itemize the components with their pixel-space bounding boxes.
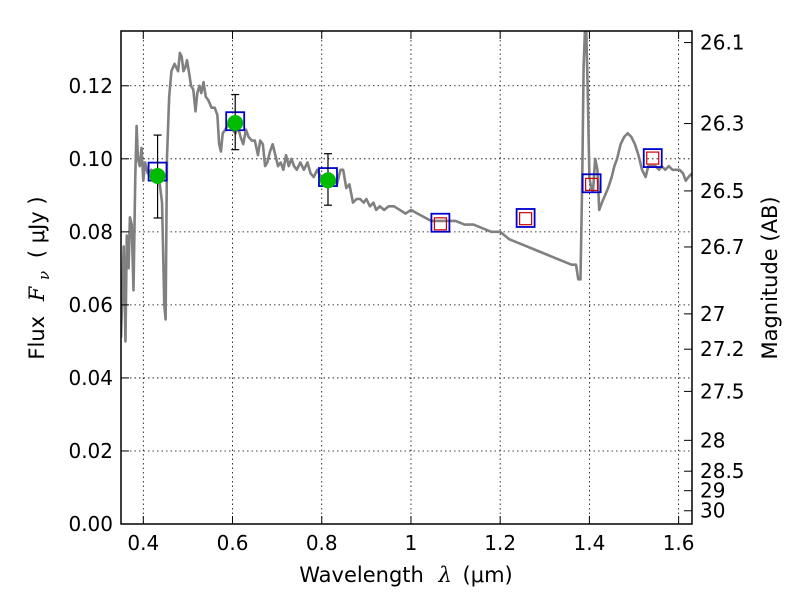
x-tick-label: 1.2 [484,531,516,555]
y-tick-label: 0.02 [68,439,113,463]
y2-tick-label: 26.5 [700,179,745,203]
y-tick-label: 0.04 [68,366,113,390]
model-photometry-box [515,208,536,228]
y2-tick-label: 28.5 [700,459,745,483]
model-photometry-box [581,173,602,194]
series-layer [121,31,692,343]
y2-tick-label: 27.2 [700,337,745,361]
y-tick-label: 0.06 [68,293,113,317]
y-tick-label: 0.00 [68,512,113,536]
y2-tick-label: 30 [700,499,725,523]
observed-point [319,172,336,189]
grid-lines [121,31,692,525]
x-tick-label: 1.4 [573,531,605,555]
model-photometry-box [430,212,451,233]
x-axis-label-prefix: Wavelength [299,563,424,587]
observed-point [149,167,166,184]
y-axis-label-unit: ( μJy ) [25,196,49,258]
ticks-layer: 0.4 0.6 0.8 1 1.2 1.4 1.6 0.00 0.02 0.04 0.06 0.08 0… [68,31,744,555]
y2-tick-label: 26.1 [700,31,745,55]
x-tick-label: 1.6 [663,531,695,555]
model-photometry-inner-box [585,177,599,191]
model-photometry-inner-box [433,217,448,231]
y2-tick-label: 26.7 [700,235,745,259]
model-photometry-inner-box [646,151,660,165]
y2-tick-label: 27 [700,302,725,326]
y2-tick-label: 29 [700,479,725,503]
x-axis-label-symbol: λ [438,563,452,587]
y-tick-label: 0.08 [68,220,113,244]
model-photometry-box [642,148,663,168]
y-axis-label-prefix: Flux [25,316,49,360]
y-axis-label: Flux F ν ( μJy ) [25,196,54,359]
x-axis-label: Wavelength λ (μm) [299,563,512,587]
y2-tick-label: 26.3 [700,112,745,136]
y2-tick-label: 27.5 [700,379,745,403]
y-tick-label: 0.10 [68,147,113,171]
x-tick-label: 0.8 [306,531,338,555]
y-tick-label: 0.12 [68,74,113,98]
observed-point [227,115,244,132]
y-axis-label-sub: ν [35,271,53,280]
plot-frame [120,30,693,525]
x-tick-label: 1 [405,531,418,555]
y-axis-label-symbol: F [25,285,49,302]
x-tick-label: 0.6 [217,531,249,555]
x-axis-label-unit: (μm) [463,563,513,587]
y2-tick-label: 28 [700,428,725,452]
plot-background [121,31,692,524]
x-tick-label: 0.4 [127,531,159,555]
y2-axis-label: Magnitude (AB) [758,196,782,359]
model-photometry-inner-box [519,212,533,226]
